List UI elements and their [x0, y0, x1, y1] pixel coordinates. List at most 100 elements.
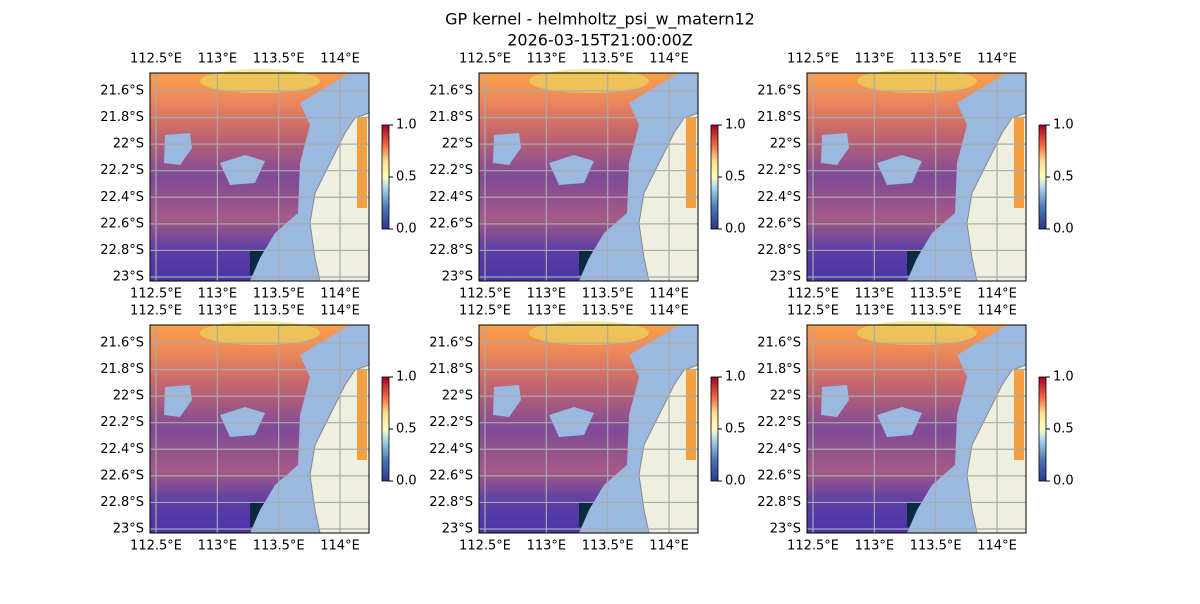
x-tick-label: 114°E	[977, 304, 1017, 319]
colorbar	[1038, 376, 1047, 482]
colorbar-tick-label: 0.0	[396, 474, 417, 489]
y-tick-label: 23°S	[113, 522, 144, 537]
x-tick-label: 113.5°E	[582, 304, 634, 319]
map-frame	[478, 324, 699, 534]
x-tick-label: 113°E	[198, 539, 238, 554]
y-tick-label: 23°S	[442, 270, 473, 285]
field-highlight	[529, 69, 649, 93]
y-tick-label: 23°S	[770, 522, 801, 537]
x-tick-label: 113°E	[855, 52, 895, 67]
y-tick-label: 22.2°S	[100, 163, 144, 178]
colorbar-tick-label: 1.0	[1053, 118, 1074, 133]
x-tick-label: 112.5°E	[459, 539, 511, 554]
coast-field	[1014, 118, 1024, 208]
masked-area	[220, 407, 265, 437]
y-tick-label: 22.2°S	[429, 415, 473, 430]
colorbar-tick-label: 0.5	[1053, 170, 1074, 185]
x-tick-label: 114°E	[649, 287, 689, 302]
field-highlight	[200, 321, 320, 345]
masked-area	[549, 155, 594, 185]
x-tick-label: 112.5°E	[787, 52, 839, 67]
colorbar-tick-label: 0.0	[396, 222, 417, 237]
x-tick-label: 113.5°E	[910, 304, 962, 319]
masked-area	[220, 155, 265, 185]
colorbar-tick-label: 1.0	[396, 370, 417, 385]
y-tick-label: 21.6°S	[100, 335, 144, 350]
map-panel: 112.5°E 112.5°E 113°E 113°E 113.5°E 113.5°E 11…	[429, 52, 745, 302]
y-tick-label: 22°S	[113, 389, 144, 404]
x-tick-label: 113°E	[855, 304, 895, 319]
colorbar-tick-label: 0.0	[1053, 222, 1074, 237]
masked-area	[877, 155, 922, 185]
y-tick-label: 21.6°S	[429, 335, 473, 350]
y-tick-label: 22.2°S	[100, 415, 144, 430]
x-tick-label: 113°E	[527, 52, 567, 67]
masked-area	[821, 133, 849, 165]
colorbar-tick-label: 0.5	[725, 170, 746, 185]
x-tick-label: 113.5°E	[253, 539, 305, 554]
x-tick-label: 114°E	[320, 539, 360, 554]
x-tick-label: 113°E	[855, 539, 895, 554]
x-tick-label: 113.5°E	[582, 539, 634, 554]
x-tick-label: 113°E	[855, 287, 895, 302]
colorbar-tick-label: 0.0	[725, 222, 746, 237]
x-tick-label: 112.5°E	[130, 304, 182, 319]
x-tick-label: 112.5°E	[787, 287, 839, 302]
field-highlight	[200, 69, 320, 93]
x-tick-label: 112.5°E	[459, 287, 511, 302]
map-panel: 112.5°E 112.5°E 113°E 113°E 113.5°E 113.5°E 11…	[100, 304, 416, 554]
masked-area	[493, 385, 521, 417]
x-tick-label: 112.5°E	[459, 52, 511, 67]
x-tick-label: 114°E	[320, 304, 360, 319]
x-tick-label: 114°E	[977, 539, 1017, 554]
x-tick-label: 112.5°E	[787, 304, 839, 319]
x-tick-label: 113°E	[527, 287, 567, 302]
colorbar-tick-label: 1.0	[1053, 370, 1074, 385]
coast-field	[1014, 370, 1024, 460]
y-tick-label: 21.6°S	[757, 83, 801, 98]
colorbar-tick-label: 0.5	[725, 422, 746, 437]
coast-field	[686, 118, 696, 208]
y-tick-label: 21.6°S	[100, 83, 144, 98]
masked-area	[907, 73, 1026, 281]
x-tick-label: 112.5°E	[130, 52, 182, 67]
colorbar	[381, 376, 390, 482]
coast-field	[357, 370, 367, 460]
x-tick-label: 113.5°E	[582, 52, 634, 67]
y-tick-label: 22.2°S	[757, 415, 801, 430]
x-tick-label: 112.5°E	[787, 539, 839, 554]
field-highlight	[529, 321, 649, 345]
figure-title: GP kernel - helmholtz_psi_w_matern12	[445, 10, 755, 30]
map-panel: 112.5°E 112.5°E 113°E 113°E 113.5°E 113.5°E 11…	[757, 304, 1073, 554]
map-frame	[149, 324, 370, 534]
masked-area	[821, 385, 849, 417]
x-tick-label: 113°E	[198, 52, 238, 67]
x-tick-label: 113°E	[198, 287, 238, 302]
y-tick-label: 22.6°S	[757, 468, 801, 483]
field-highlight	[857, 321, 977, 345]
x-tick-label: 112.5°E	[130, 539, 182, 554]
y-tick-label: 22.8°S	[100, 243, 144, 258]
x-tick-label: 113.5°E	[253, 287, 305, 302]
x-tick-label: 114°E	[320, 287, 360, 302]
y-tick-label: 21.6°S	[757, 335, 801, 350]
y-tick-label: 22.6°S	[100, 468, 144, 483]
y-tick-label: 22°S	[770, 389, 801, 404]
colorbar-tick-label: 0.0	[1053, 474, 1074, 489]
map-panel: 112.5°E 112.5°E 113°E 113°E 113.5°E 113.5°E 11…	[100, 52, 416, 302]
x-tick-label: 113°E	[527, 539, 567, 554]
y-tick-label: 22.8°S	[757, 495, 801, 510]
x-tick-label: 114°E	[649, 52, 689, 67]
y-tick-label: 22.8°S	[100, 495, 144, 510]
y-tick-label: 22.4°S	[757, 442, 801, 457]
masked-area	[579, 73, 698, 281]
y-tick-label: 22.2°S	[429, 163, 473, 178]
y-tick-label: 22.4°S	[429, 442, 473, 457]
y-tick-label: 22°S	[770, 137, 801, 152]
masked-area	[493, 133, 521, 165]
colorbar-tick-label: 1.0	[725, 118, 746, 133]
y-tick-label: 22.4°S	[757, 190, 801, 205]
y-tick-label: 23°S	[770, 270, 801, 285]
y-tick-label: 21.8°S	[429, 362, 473, 377]
